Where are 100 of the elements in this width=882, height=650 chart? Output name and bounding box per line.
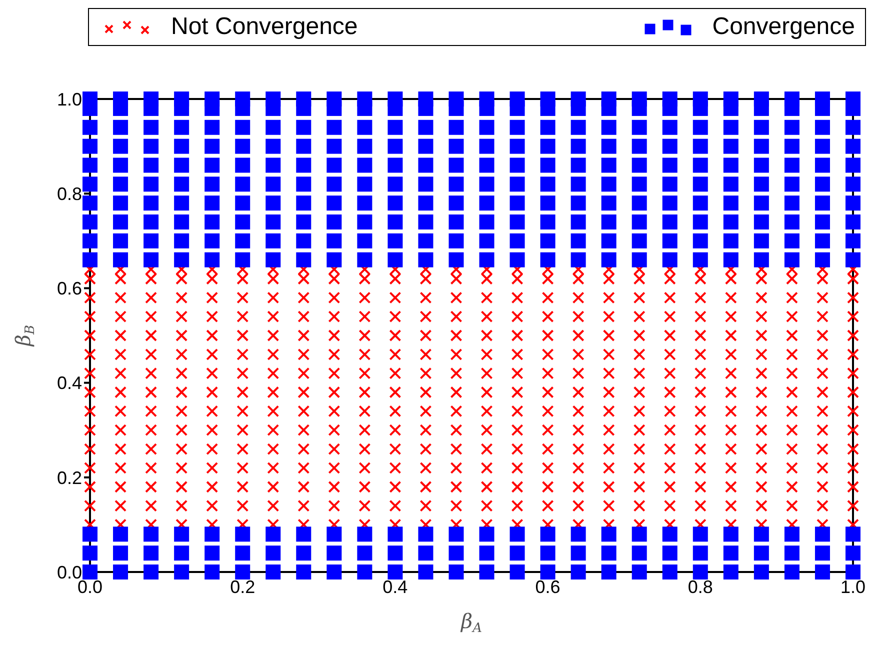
point (420, 330, 432, 342)
point (204, 546, 220, 561)
point (418, 564, 434, 580)
point (176, 424, 188, 436)
point (235, 120, 250, 135)
point (755, 367, 768, 380)
point (784, 92, 800, 106)
point (511, 310, 524, 323)
point (113, 214, 128, 230)
point (847, 480, 859, 493)
point (479, 546, 494, 561)
point (633, 310, 646, 323)
point (633, 367, 646, 380)
point (358, 480, 371, 493)
point (664, 292, 676, 304)
point (358, 500, 371, 512)
point (328, 348, 340, 360)
point (450, 367, 462, 380)
point (358, 310, 371, 323)
point (724, 405, 737, 418)
point (542, 500, 554, 512)
point (570, 546, 586, 561)
point (328, 292, 340, 304)
point (847, 443, 859, 456)
y-tick-label: 0.4 (56, 373, 82, 394)
point (602, 348, 615, 360)
point (420, 480, 432, 493)
point (358, 462, 371, 474)
point (540, 196, 556, 211)
point (814, 546, 830, 561)
point (174, 196, 190, 211)
point (662, 526, 678, 542)
point (816, 330, 828, 342)
point (784, 120, 800, 135)
point (296, 526, 312, 542)
point (814, 138, 830, 154)
point (542, 405, 554, 418)
point (786, 386, 798, 398)
point (206, 367, 218, 380)
point (266, 120, 281, 135)
point (480, 272, 493, 285)
point (298, 500, 310, 512)
point (846, 564, 860, 580)
point (298, 330, 310, 342)
point (480, 348, 493, 360)
point (82, 252, 98, 268)
point (632, 252, 647, 268)
point (266, 158, 281, 173)
point (601, 564, 616, 580)
point (84, 405, 96, 418)
point (296, 158, 312, 173)
point (692, 564, 708, 580)
point (204, 120, 220, 135)
point (388, 546, 403, 561)
point (328, 500, 340, 512)
point (358, 424, 371, 436)
point (570, 233, 586, 248)
point (296, 196, 312, 211)
point (540, 252, 556, 268)
point (114, 348, 127, 360)
point (298, 405, 310, 418)
point (206, 310, 218, 323)
point (724, 292, 737, 304)
point (298, 386, 310, 398)
point (692, 214, 708, 230)
point (298, 424, 310, 436)
point (389, 405, 402, 418)
point (664, 367, 676, 380)
point (420, 367, 432, 380)
point (82, 214, 98, 230)
point (694, 330, 706, 342)
point (450, 480, 462, 493)
point (358, 443, 371, 456)
point (145, 424, 158, 436)
point (846, 158, 860, 173)
point (144, 233, 159, 248)
point (786, 462, 798, 474)
point (326, 92, 342, 106)
point (84, 310, 96, 323)
point (754, 546, 769, 561)
point (510, 196, 525, 211)
point (694, 405, 706, 418)
point (235, 196, 250, 211)
point (511, 500, 524, 512)
point (633, 424, 646, 436)
point (692, 158, 708, 173)
point (357, 138, 372, 154)
point (113, 526, 128, 542)
point (358, 330, 371, 342)
point (84, 480, 96, 493)
point (296, 92, 312, 106)
point (84, 348, 96, 360)
point (176, 405, 188, 418)
x-tick-label: 0.4 (382, 576, 408, 597)
point (816, 424, 828, 436)
point (204, 158, 220, 173)
point (724, 480, 737, 493)
point (113, 252, 128, 268)
point (418, 196, 434, 211)
point (114, 405, 127, 418)
